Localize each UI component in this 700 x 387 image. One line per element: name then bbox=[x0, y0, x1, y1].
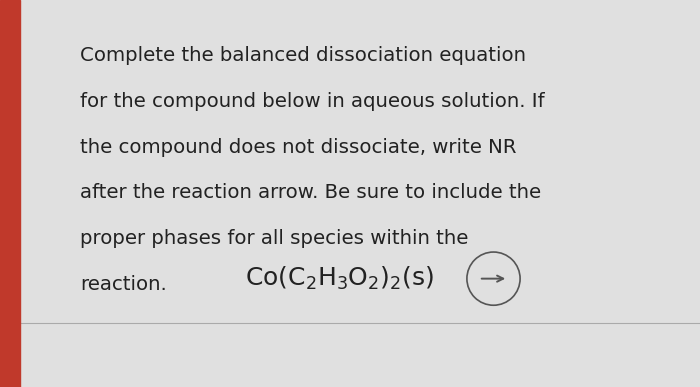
Text: proper phases for all species within the: proper phases for all species within the bbox=[80, 229, 469, 248]
Text: reaction.: reaction. bbox=[80, 275, 167, 294]
Text: for the compound below in aqueous solution. If: for the compound below in aqueous soluti… bbox=[80, 92, 545, 111]
Text: after the reaction arrow. Be sure to include the: after the reaction arrow. Be sure to inc… bbox=[80, 183, 542, 202]
Text: the compound does not dissociate, write NR: the compound does not dissociate, write … bbox=[80, 138, 517, 157]
Bar bbox=[0, 0, 20, 387]
Text: $\mathrm{Co(C_2H_3O_2)_2(s)}$: $\mathrm{Co(C_2H_3O_2)_2(s)}$ bbox=[245, 265, 434, 292]
Text: Complete the balanced dissociation equation: Complete the balanced dissociation equat… bbox=[80, 46, 526, 65]
